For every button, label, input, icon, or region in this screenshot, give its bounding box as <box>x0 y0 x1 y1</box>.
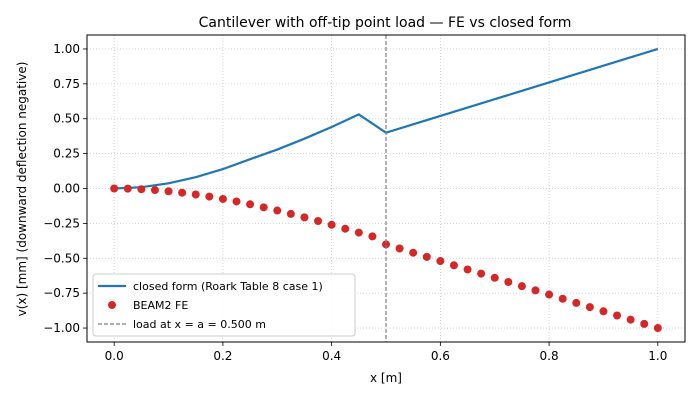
fe-point <box>545 290 554 299</box>
fe-point <box>640 319 649 328</box>
fe-point <box>477 269 486 278</box>
fe-point <box>517 282 526 291</box>
fe-point <box>449 261 458 270</box>
fe-point <box>286 209 295 218</box>
fe-point <box>191 190 200 199</box>
fe-point <box>572 298 581 307</box>
legend-label: load at x = a = 0.500 m <box>133 318 266 331</box>
fe-point <box>273 206 282 215</box>
y-tick-label: −0.75 <box>43 286 80 300</box>
legend-label: BEAM2 FE <box>133 299 188 312</box>
fe-point <box>259 203 268 212</box>
legend-box <box>92 273 356 337</box>
fe-point <box>490 273 499 282</box>
y-tick-label: −0.25 <box>43 216 80 230</box>
fe-point <box>300 213 309 222</box>
fe-point <box>178 188 187 197</box>
y-axis-label: v(x) [mm] (downward deflection negative) <box>15 62 29 317</box>
plot-data <box>110 35 662 342</box>
x-tick-label: 0.4 <box>322 349 341 363</box>
x-tick-label: 0.6 <box>431 349 450 363</box>
fe-point <box>150 186 159 195</box>
fe-point <box>110 184 119 193</box>
legend-swatch-point <box>108 301 116 309</box>
x-tick-label: 1.0 <box>648 349 667 363</box>
fe-point <box>626 315 635 324</box>
y-tick-label: −0.50 <box>43 251 80 265</box>
chart-title: Cantilever with off-tip point load — FE … <box>199 15 572 31</box>
fe-point <box>613 311 622 320</box>
y-tick-label: 0.25 <box>53 147 80 161</box>
x-tick-label: 0.8 <box>540 349 559 363</box>
fe-point <box>531 286 540 295</box>
fe-point <box>382 240 390 249</box>
fe-point <box>653 324 662 333</box>
fe-point <box>558 294 567 303</box>
fe-point <box>218 194 227 203</box>
fe-point <box>599 307 608 316</box>
y-tick-label: −1.00 <box>43 321 80 335</box>
x-tick-label: 0.2 <box>213 349 232 363</box>
fe-point <box>205 192 214 201</box>
y-tick-label: 0.00 <box>53 182 80 196</box>
fe-point <box>314 217 323 226</box>
y-tick-label: 0.50 <box>53 112 80 126</box>
fe-point <box>327 220 336 229</box>
fe-point <box>123 184 132 193</box>
fe-point <box>232 197 241 206</box>
y-tick-label: 0.75 <box>53 77 80 91</box>
fe-point <box>409 248 418 257</box>
legend: closed form (Roark Table 8 case 1) BEAM2 … <box>92 273 356 337</box>
x-tick-label: 0.0 <box>105 349 124 363</box>
fe-point <box>422 252 431 261</box>
fe-point <box>246 200 255 209</box>
fe-point <box>436 257 445 266</box>
fe-point <box>354 228 363 237</box>
fe-point <box>585 303 594 312</box>
fe-point <box>395 244 404 253</box>
fe-point <box>164 187 173 196</box>
x-axis-label: x [m] <box>370 371 402 385</box>
fe-point <box>504 278 513 286</box>
fe-point <box>341 224 350 233</box>
fe-point <box>463 265 472 274</box>
legend-label: closed form (Roark Table 8 case 1) <box>133 280 323 293</box>
fe-point <box>368 232 377 241</box>
ticks: 0.0 0.2 0.4 0.6 0.8 1.0 −1.00 −0.75 −0.50 −0.25 0.… <box>43 42 667 363</box>
y-tick-label: 1.00 <box>53 42 80 56</box>
fe-point <box>137 185 146 194</box>
